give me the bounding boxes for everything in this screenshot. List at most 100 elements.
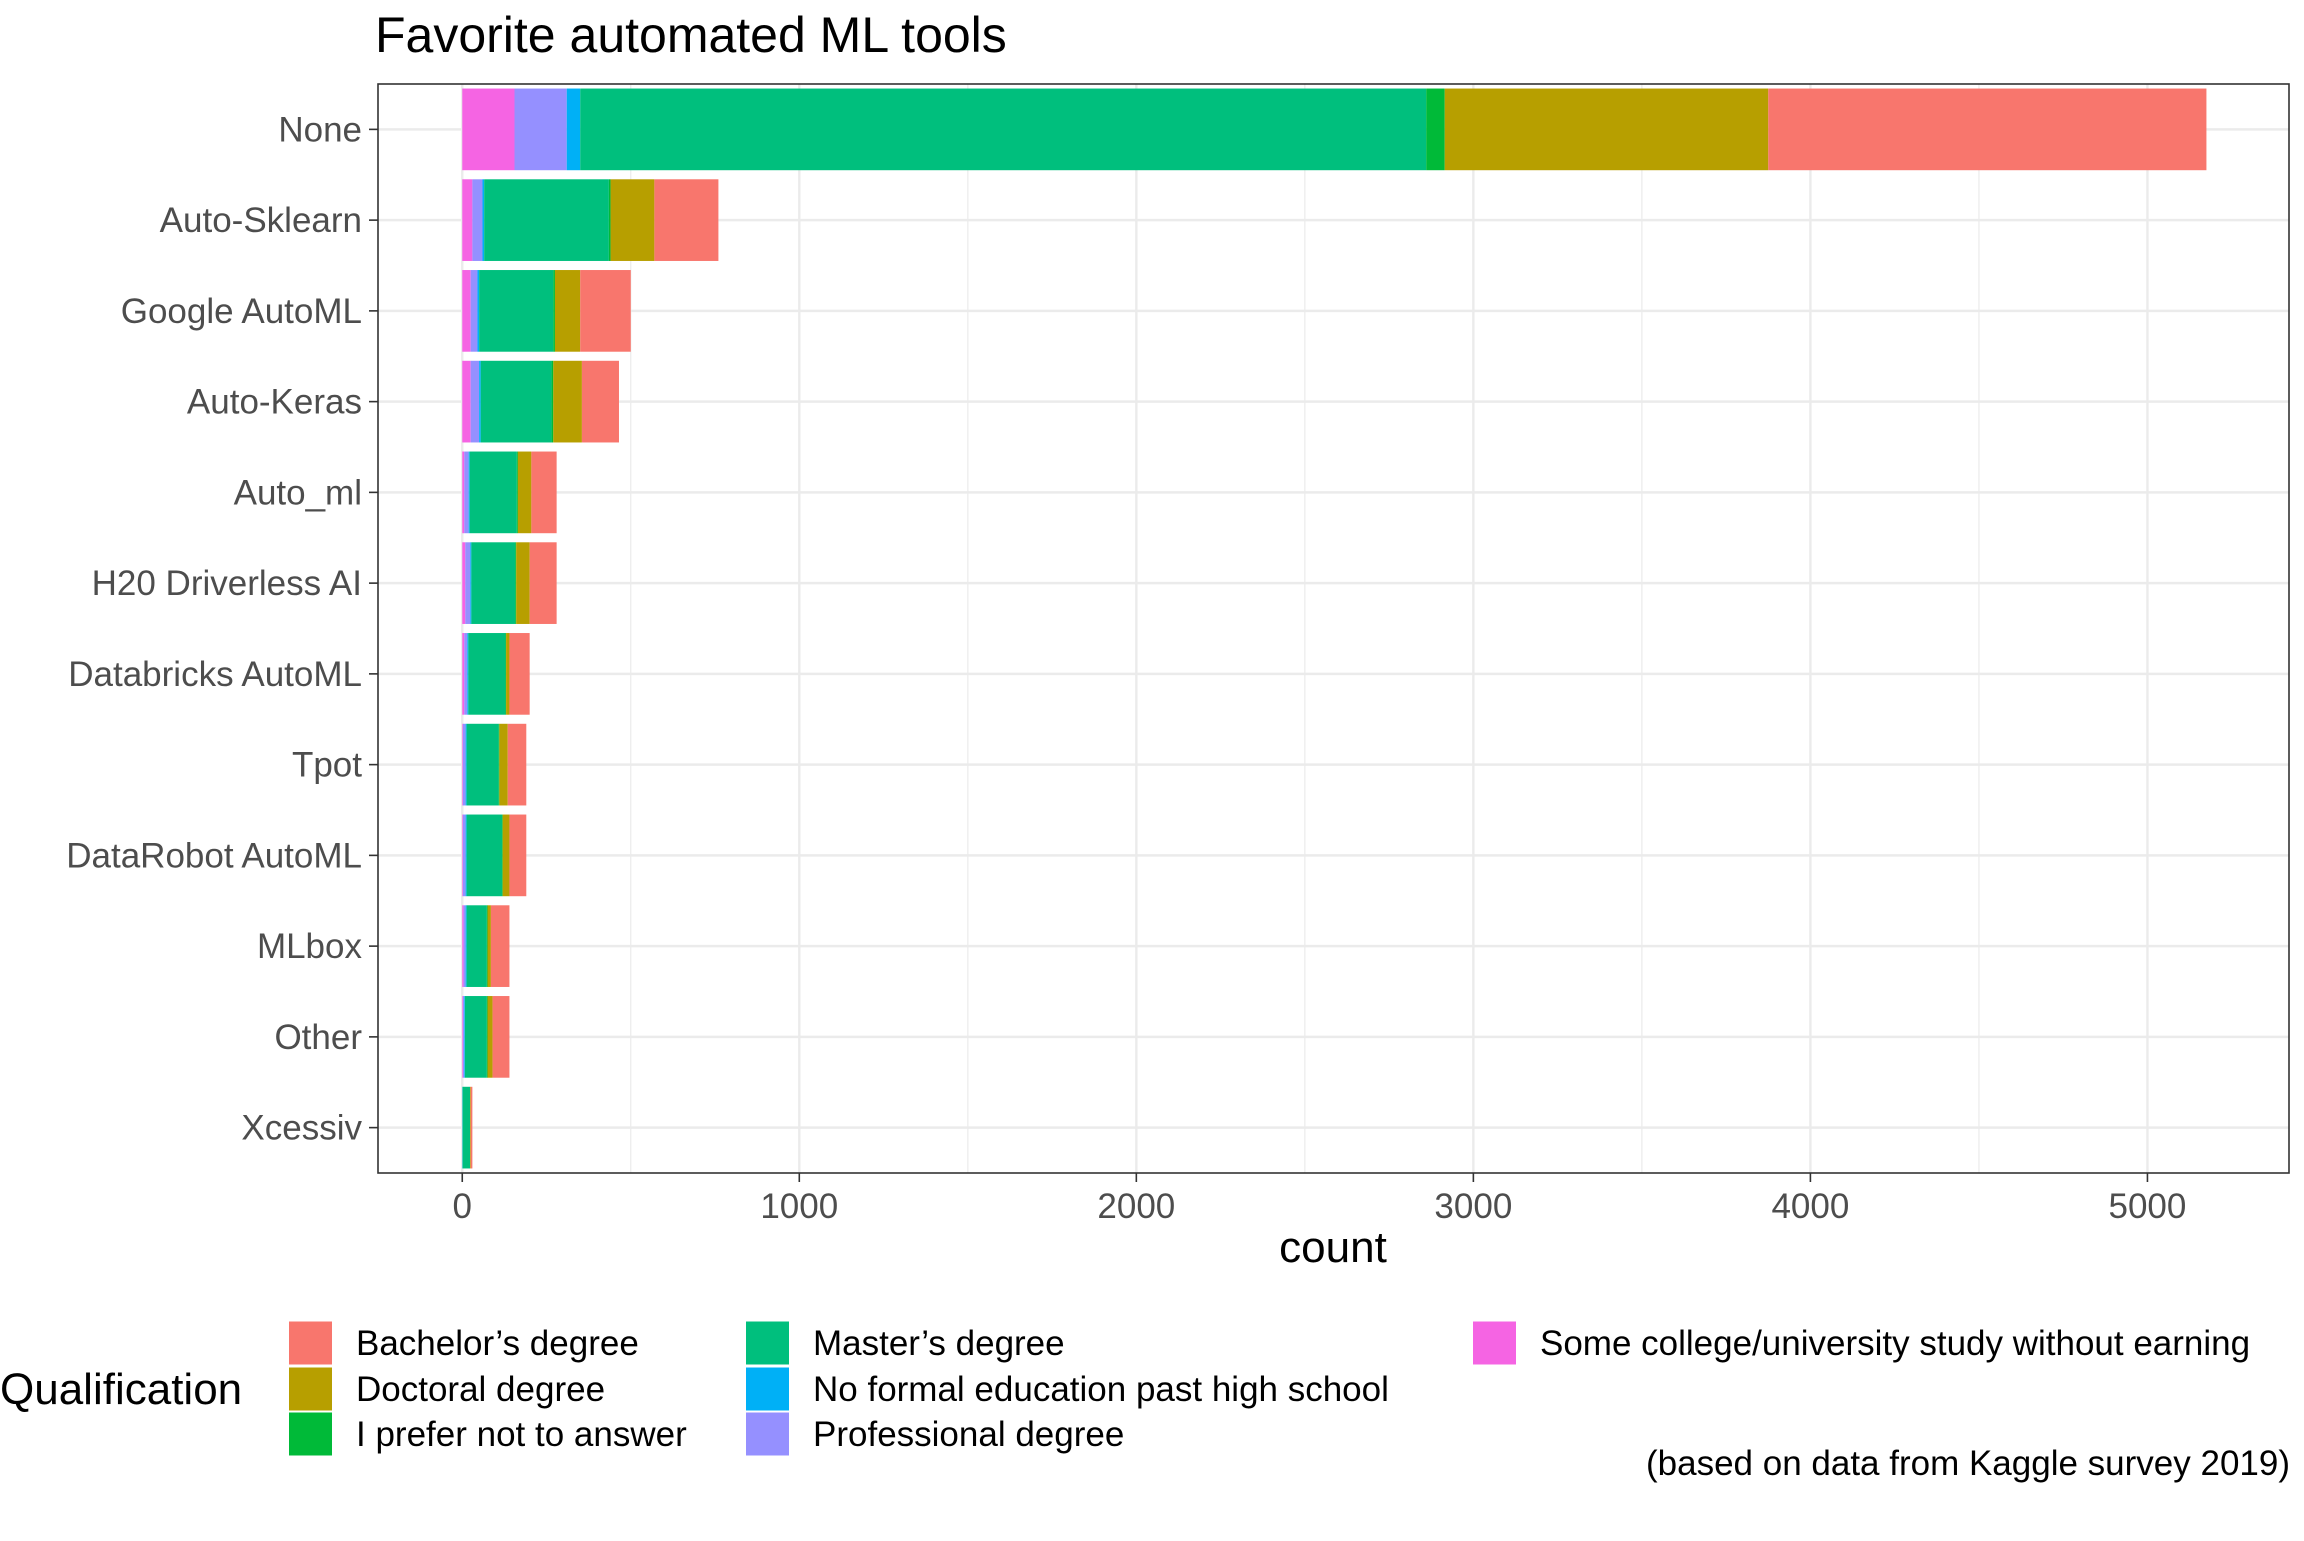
bar-segment: [509, 815, 526, 897]
bar-segment: [471, 1087, 473, 1169]
legend-label: No formal education past high school: [813, 1370, 1389, 1409]
bar-segment: [484, 179, 609, 261]
legend-key: [746, 1368, 789, 1411]
bar-segment: [464, 452, 468, 534]
y-tick-label: Other: [274, 1018, 362, 1057]
bar-segment: [499, 724, 500, 806]
bar-segment: [1768, 89, 2206, 171]
x-tick-label: 3000: [1434, 1187, 1512, 1226]
y-tick-label: Tpot: [292, 746, 362, 785]
y-tick-label: Databricks AutoML: [68, 655, 362, 694]
x-tick-label: 1000: [760, 1187, 838, 1226]
bar-segment: [467, 905, 487, 987]
bar-segment: [462, 89, 514, 171]
bar-segment: [609, 179, 611, 261]
legend-key: [746, 1322, 789, 1365]
bar-segment: [464, 905, 466, 987]
bar-segment: [479, 361, 481, 443]
bar-segment: [1426, 89, 1445, 171]
bar-segment: [515, 542, 516, 624]
bar-segment: [482, 179, 484, 261]
bar-segment: [479, 270, 553, 352]
legend-key: [1473, 1322, 1516, 1365]
bar-segment: [517, 452, 518, 534]
bar-segment: [462, 270, 470, 352]
bar-segment: [462, 452, 464, 534]
bar-segment: [463, 815, 466, 897]
bar-segment: [503, 815, 510, 897]
legend-title: Qualification: [0, 1365, 242, 1414]
bar-segment: [487, 996, 488, 1078]
bar-segment: [488, 996, 493, 1078]
x-tick-label: 0: [453, 1187, 472, 1226]
bar-segment: [462, 542, 465, 624]
y-tick-label: Xcessiv: [241, 1109, 362, 1148]
bar-segment: [488, 905, 491, 987]
bar-segment: [466, 905, 467, 987]
bar-segment: [464, 996, 465, 1078]
bar-segment: [465, 542, 470, 624]
bar-segment: [487, 905, 488, 987]
x-tick-label: 2000: [1097, 1187, 1175, 1226]
bar-segment: [553, 361, 582, 443]
legend-label: I prefer not to answer: [356, 1415, 687, 1454]
bar-segment: [470, 542, 471, 624]
bar-segment: [553, 270, 555, 352]
bar-segment: [467, 724, 499, 806]
bar-segment: [463, 724, 466, 806]
bar-segment: [582, 361, 619, 443]
bar-segment: [471, 542, 515, 624]
caption: (based on data from Kaggle survey 2019): [1646, 1444, 2290, 1483]
bar-segment: [654, 179, 718, 261]
bar-segment: [499, 724, 507, 806]
bar-segment: [515, 89, 567, 171]
bar-segment: [463, 1087, 470, 1169]
bar-segment: [611, 179, 655, 261]
y-tick-label: Auto_ml: [234, 473, 362, 512]
bar-segment: [462, 905, 463, 987]
bar-segment: [505, 633, 506, 715]
bar-segment: [506, 633, 509, 715]
legend-key: [289, 1322, 332, 1365]
bar-segment: [470, 452, 517, 534]
legend-label: Some college/university study without ea…: [1540, 1324, 2250, 1363]
bar-segment: [472, 179, 482, 261]
x-tick-label: 4000: [1771, 1187, 1849, 1226]
bar-segment: [567, 89, 580, 171]
x-axis-title: count: [1279, 1223, 1387, 1272]
bar-segment: [463, 996, 464, 1078]
bar-segment: [1445, 89, 1769, 171]
y-tick-label: MLbox: [257, 927, 363, 966]
bar-segment: [508, 724, 527, 806]
bar-segment: [462, 361, 470, 443]
bar-segment: [471, 361, 479, 443]
chart-title: Favorite automated ML tools: [375, 7, 1007, 63]
legend-key: [289, 1368, 332, 1411]
bar-segment: [555, 270, 580, 352]
bar-segment: [516, 542, 529, 624]
bar-segment: [464, 633, 467, 715]
bar-segment: [469, 452, 470, 534]
y-tick-label: Auto-Keras: [187, 383, 362, 422]
y-tick-label: H20 Driverless AI: [92, 564, 362, 603]
y-tick-label: DataRobot AutoML: [66, 836, 362, 875]
bar-segment: [467, 815, 502, 897]
bar-segment: [467, 633, 468, 715]
y-tick-label: None: [278, 110, 362, 149]
bar-segment: [580, 89, 1426, 171]
legend-label: Professional degree: [813, 1415, 1124, 1454]
y-tick-label: Google AutoML: [121, 292, 362, 331]
legend-label: Doctoral degree: [356, 1370, 605, 1409]
bar-segment: [580, 270, 631, 352]
bar-segment: [466, 815, 467, 897]
legend-key: [289, 1413, 332, 1456]
bar-segment: [470, 1087, 471, 1169]
bar-segment: [462, 996, 463, 1078]
bar-segment: [466, 724, 467, 806]
bar-segment: [552, 361, 554, 443]
bar-segment: [509, 633, 529, 715]
bar-segment: [462, 724, 463, 806]
bar-segment: [468, 633, 505, 715]
legend-label: Master’s degree: [813, 1324, 1065, 1363]
